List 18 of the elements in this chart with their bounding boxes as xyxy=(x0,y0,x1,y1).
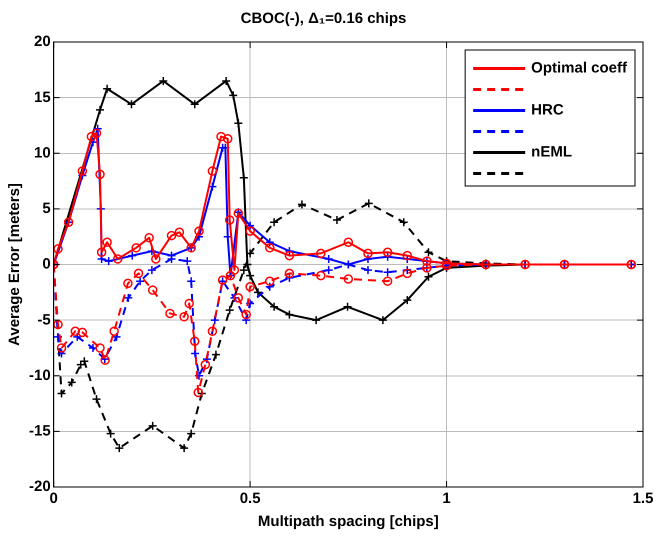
y-tick-label: 20 xyxy=(34,33,51,50)
y-tick-label: -15 xyxy=(28,422,51,440)
y-tick-label: -5 xyxy=(37,311,51,328)
x-axis-title: Multipath spacing [chips] xyxy=(258,513,439,530)
y-axis-title: Average Error [meters] xyxy=(6,183,24,346)
legend-label: HRC xyxy=(531,102,564,119)
x-tick-label: 1.5 xyxy=(632,490,654,508)
legend-label: Optimal coeff xyxy=(531,60,628,77)
y-tick-label: 15 xyxy=(34,88,51,106)
y-tick-label: 5 xyxy=(42,200,51,218)
y-tick-label: -10 xyxy=(28,366,51,384)
chart-title: CBOC(-), Δ₁=0.16 chips xyxy=(240,10,406,28)
x-tick-label: 0.5 xyxy=(240,490,261,508)
legend-label: nEML xyxy=(531,144,572,161)
y-tick-label: -20 xyxy=(28,478,51,496)
y-tick-label: 0 xyxy=(42,256,51,273)
y-tick-label: 10 xyxy=(34,144,51,162)
x-tick-label: 1 xyxy=(442,490,451,508)
